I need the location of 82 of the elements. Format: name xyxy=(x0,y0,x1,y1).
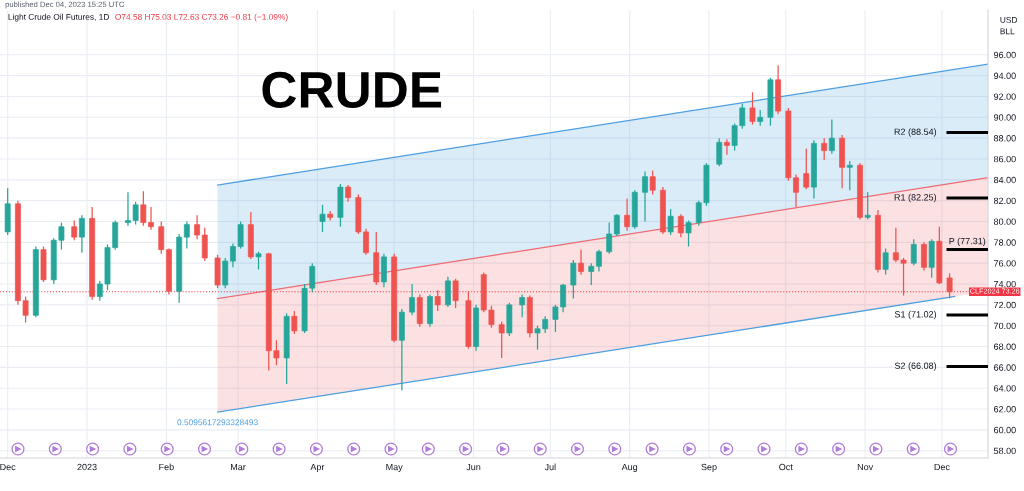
candlestick xyxy=(882,247,889,276)
y-tick-label: 80.00 xyxy=(993,218,1016,225)
text: CRUDE xyxy=(262,71,442,109)
y-tick-label: 86.00 xyxy=(993,155,1016,163)
annotation: O74.58 H75.03 L72.63 C73.26 −0.81 (−1.09%) xyxy=(115,13,288,22)
y-tick-label: 62.00 xyxy=(994,406,1016,413)
candlestick xyxy=(194,214,200,240)
x-tick-label: Sep xyxy=(701,463,717,472)
y-tick-label: 70.00 xyxy=(994,322,1016,330)
candlestick xyxy=(677,213,684,238)
y-tick-label: 84.00 xyxy=(993,176,1016,184)
x-tick-label: Aug xyxy=(621,463,638,472)
candlestick xyxy=(596,249,602,273)
candlestick xyxy=(434,289,441,312)
x-tick-label: Dec xyxy=(934,463,950,471)
x-tick-label: Apr xyxy=(310,463,325,472)
candlestick xyxy=(588,262,595,286)
y-tick-label: 90.00 xyxy=(993,114,1016,121)
candlestick xyxy=(606,221,613,255)
candlestick xyxy=(158,220,165,255)
y-tick-label: 72.00 xyxy=(994,301,1016,309)
y-tick-label: 74.00 xyxy=(994,280,1016,288)
x-tick-label: Nov xyxy=(857,463,874,471)
x-tick-label: Feb xyxy=(159,463,174,471)
candlestick xyxy=(291,310,298,335)
y-tick-label: 88.00 xyxy=(993,135,1016,142)
x-tick-label: 2023 xyxy=(77,463,97,471)
y-tick-label: 82.00 xyxy=(993,197,1016,205)
candlestick xyxy=(222,257,229,289)
x-tick-label: Mar xyxy=(231,463,246,471)
candlestick xyxy=(613,213,620,237)
candlestick xyxy=(201,227,208,262)
y-axis-title: USD BLL xyxy=(1000,16,1018,35)
candlestick xyxy=(519,293,526,318)
candlestick xyxy=(910,238,917,266)
candlestick xyxy=(452,278,459,309)
candlestick xyxy=(828,118,835,155)
candlestick xyxy=(716,137,723,167)
x-tick-label: Dec xyxy=(0,463,16,471)
candlestick xyxy=(498,320,505,359)
candlestick xyxy=(749,91,756,126)
candlestick xyxy=(642,170,648,223)
candlestick xyxy=(409,283,415,316)
candlestick xyxy=(724,138,730,156)
x-tick-label: Oct xyxy=(779,463,793,471)
candlestick xyxy=(821,137,828,161)
y-tick-label: 78.00 xyxy=(994,239,1016,246)
candlestick xyxy=(570,259,577,300)
candlestick xyxy=(864,191,871,221)
candlestick xyxy=(578,249,584,276)
candlestick xyxy=(946,272,953,299)
y-tick-label: 94.00 xyxy=(993,72,1016,79)
y-tick-label: 92.00 xyxy=(993,93,1016,100)
y-tick-label: 64.00 xyxy=(994,385,1016,392)
candlestick xyxy=(649,169,656,196)
candlestick xyxy=(624,197,631,232)
y-tick-label: 60.00 xyxy=(994,426,1016,434)
ref-line-label: P (77.31) xyxy=(949,237,986,247)
y-tick-label: 58.00 xyxy=(993,447,1016,455)
candlestick xyxy=(183,220,190,250)
y-tick-label: 68.00 xyxy=(994,343,1016,350)
y-tick-label: 96.00 xyxy=(993,51,1016,59)
candlestick xyxy=(921,241,927,272)
ref-line-label: S2 (66.08) xyxy=(894,362,937,371)
ref-line-label: S1 (71.02) xyxy=(894,310,937,320)
candlestick xyxy=(71,219,78,241)
y-tick-label: 66.00 xyxy=(994,364,1016,371)
annotation: 0.5095617293328493 xyxy=(177,419,258,426)
ref-line-label: R1 (82.25) xyxy=(894,193,937,203)
chart-subtitle: Light Crude Oil Futures, 1D xyxy=(8,13,109,22)
candlestick xyxy=(667,208,674,236)
candlestick xyxy=(685,219,692,248)
candlestick xyxy=(846,160,853,191)
ref-line-label: R2 (88.54) xyxy=(894,128,937,137)
x-tick-label: Jul xyxy=(544,463,556,471)
candlestick xyxy=(803,147,810,190)
candlestick xyxy=(319,204,326,233)
x-tick-label: May xyxy=(386,463,403,472)
x-tick-label: Jun xyxy=(466,463,481,471)
candlestick xyxy=(79,214,85,254)
candlestick xyxy=(445,276,451,308)
y-tick-label: 76.00 xyxy=(994,260,1016,267)
